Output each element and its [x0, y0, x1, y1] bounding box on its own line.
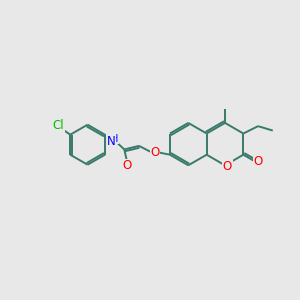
Text: H: H: [111, 134, 118, 144]
Text: O: O: [123, 159, 132, 172]
Text: N: N: [107, 135, 116, 148]
Text: O: O: [254, 155, 263, 168]
Text: O: O: [223, 160, 232, 173]
Text: O: O: [151, 146, 160, 159]
Text: Cl: Cl: [52, 119, 64, 132]
